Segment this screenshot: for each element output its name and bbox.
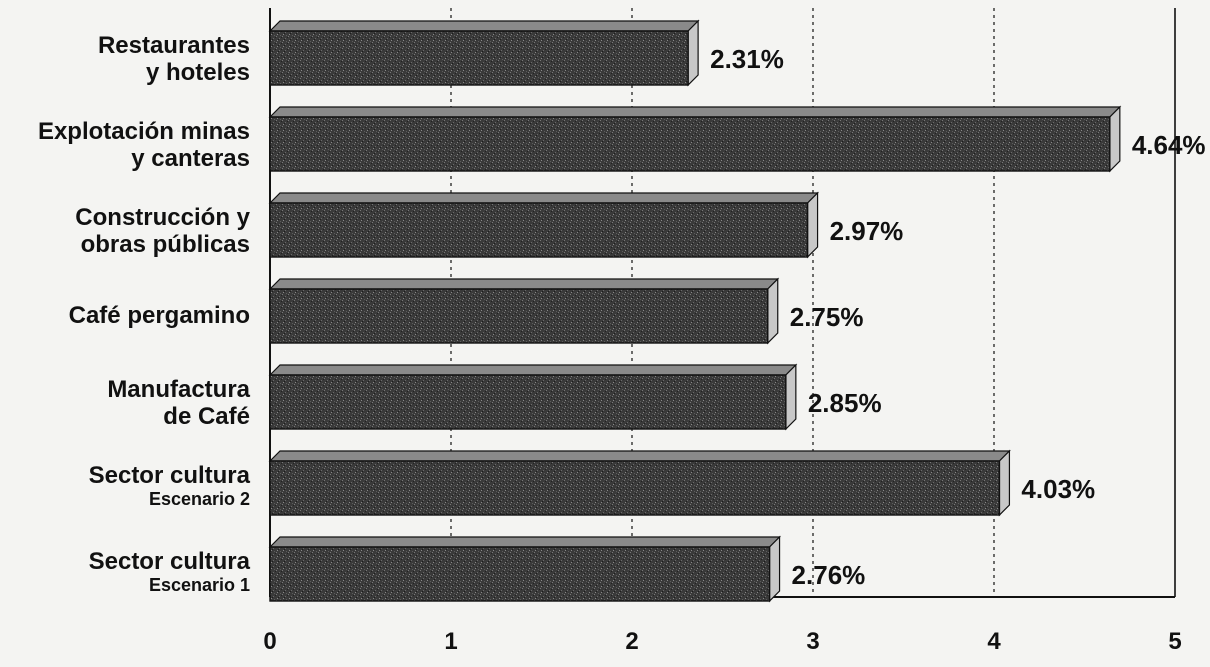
bar-end-face xyxy=(767,277,779,345)
bar-value-label: 4.64% xyxy=(1132,130,1206,160)
category-label: Manufactura de Café xyxy=(107,376,250,430)
bar-front-face xyxy=(269,374,787,430)
bar-end-face xyxy=(687,19,699,87)
bar-top-face xyxy=(268,536,782,548)
bar-end-face xyxy=(785,363,797,431)
bar-value-label: 4.03% xyxy=(1021,474,1095,504)
bar xyxy=(268,105,1122,173)
bar xyxy=(268,19,700,87)
category-label: Explotación minas y canteras xyxy=(38,118,250,172)
bar-value-label: 2.75% xyxy=(790,302,864,332)
category-label: Café pergamino xyxy=(69,302,250,329)
category-label: Restaurantes y hoteles xyxy=(98,32,250,86)
bar xyxy=(268,449,1011,517)
bar-top-face xyxy=(268,192,820,204)
x-tick-label: 4 xyxy=(987,628,1001,655)
bar-top-face xyxy=(268,106,1122,118)
bar-value-label: 2.85% xyxy=(808,388,882,418)
bar-top-face xyxy=(268,364,798,376)
tick-labels: 0 1 2 3 4 5 xyxy=(263,628,1181,655)
bar-front-face xyxy=(269,116,1111,172)
bar-value-label: 2.31% xyxy=(710,44,784,74)
bar xyxy=(268,191,820,259)
x-tick-label: 0 xyxy=(263,628,276,655)
bar-value-label: 2.97% xyxy=(830,216,904,246)
bar-front-face xyxy=(269,288,769,344)
bar xyxy=(268,363,798,431)
bar-front-face xyxy=(269,546,771,602)
bar-end-face xyxy=(1109,105,1121,173)
value-labels: 2.31% 4.64% 2.97% 2.75% 2.85% 4.03% 2.76% xyxy=(710,44,1205,590)
category-label: Sector cultura Escenario 1 xyxy=(89,548,251,595)
category-label: Construcción y obras públicas xyxy=(75,204,250,258)
x-tick-label: 3 xyxy=(806,628,819,655)
bar xyxy=(268,277,780,345)
bar xyxy=(268,535,782,603)
bar-front-face xyxy=(269,460,1001,516)
category-label: Sector cultura Escenario 2 xyxy=(89,462,251,509)
bar-top-face xyxy=(268,450,1011,462)
bar-top-face xyxy=(268,278,780,290)
x-tick-label: 1 xyxy=(444,628,457,655)
x-tick-label: 5 xyxy=(1168,628,1181,655)
bar-front-face xyxy=(269,202,809,258)
bar-end-face xyxy=(768,535,781,603)
bar-end-face xyxy=(998,449,1011,517)
bars xyxy=(268,19,1122,603)
category-labels: Restaurantes y hoteles Explotación minas y … xyxy=(38,32,251,595)
bar-top-face xyxy=(268,20,700,32)
bar-front-face xyxy=(269,30,689,86)
x-tick-label: 2 xyxy=(625,628,638,655)
bar-value-label: 2.76% xyxy=(792,560,866,590)
bar-end-face xyxy=(806,191,819,259)
